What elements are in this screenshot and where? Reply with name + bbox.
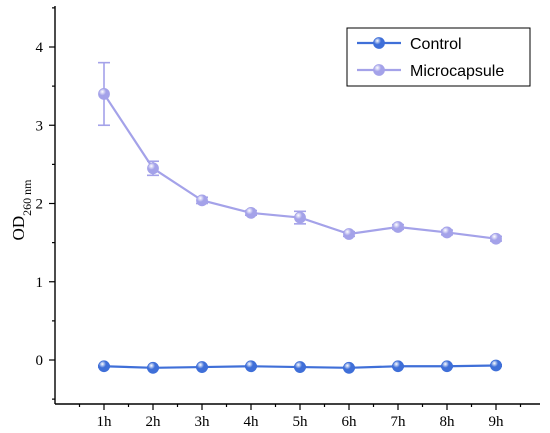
x-tick-label: 5h	[293, 414, 309, 430]
data-point	[490, 232, 502, 245]
series-group	[98, 61, 502, 374]
data-point	[147, 361, 159, 374]
legend-entry: Control	[357, 36, 462, 53]
data-point	[98, 360, 110, 373]
axes	[54, 6, 540, 405]
data-point	[294, 211, 306, 224]
x-tick-label: 8h	[440, 414, 456, 430]
x-tick-label: 2h	[146, 414, 162, 430]
legend-entry: Microcapsule	[357, 63, 504, 80]
y-tick-label: 0	[36, 353, 44, 369]
data-point	[98, 88, 110, 100]
data-point	[343, 361, 355, 374]
series-control	[98, 359, 502, 374]
data-point	[392, 360, 404, 373]
data-point	[343, 228, 355, 240]
x-tick-label: 6h	[342, 414, 358, 430]
series-microcapsule	[98, 61, 502, 245]
data-point	[294, 361, 306, 373]
data-point	[490, 359, 502, 372]
legend: Control Microcapsule	[346, 27, 531, 87]
x-ticks: 1h 2h 3h 4h 5h 6h 7h 8h 9h	[78, 404, 522, 430]
y-ticks: 0 1 2 3 4	[36, 7, 55, 400]
legend-label: Microcapsule	[410, 63, 504, 80]
x-tick-label: 3h	[195, 414, 211, 430]
legend-label: Control	[410, 36, 462, 53]
x-tick-label: 7h	[391, 414, 407, 430]
svg-text:OD260 nm: OD260 nm	[9, 179, 34, 241]
x-tick-label: 9h	[489, 414, 505, 430]
y-tick-label: 4	[36, 40, 44, 56]
data-point	[147, 162, 159, 175]
legend-swatch-marker	[373, 64, 385, 76]
x-tick-label: 4h	[244, 414, 260, 430]
y-tick-label: 2	[36, 197, 44, 213]
data-point	[392, 221, 404, 233]
x-tick-label: 1h	[97, 414, 113, 430]
data-point	[245, 360, 257, 373]
data-point	[441, 360, 453, 373]
y-axis-label-subscript: 260 nm	[20, 179, 34, 216]
data-point	[196, 194, 208, 207]
y-tick-label: 1	[36, 275, 44, 291]
data-point	[196, 361, 208, 373]
legend-swatch-marker	[373, 37, 385, 49]
data-point	[441, 226, 453, 239]
y-axis-label: OD260 nm	[9, 179, 34, 241]
y-axis-label-main: OD	[9, 216, 28, 241]
data-point	[245, 206, 257, 219]
y-tick-label: 3	[36, 118, 44, 134]
